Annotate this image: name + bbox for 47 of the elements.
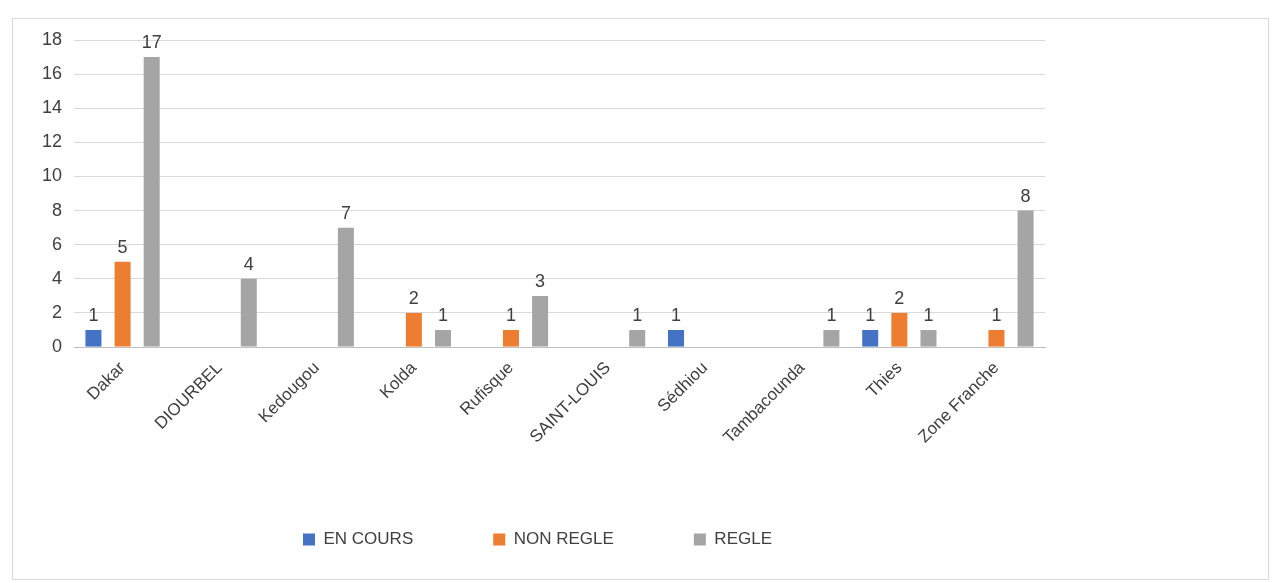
bar <box>920 330 937 347</box>
bar <box>988 330 1005 347</box>
y-tick-label: 16 <box>41 63 63 84</box>
y-tick-label: 18 <box>41 28 63 49</box>
data-label: 1 <box>437 304 448 325</box>
data-label: 1 <box>991 304 1002 325</box>
y-tick-label: 14 <box>41 97 63 118</box>
data-label: 2 <box>408 287 419 308</box>
bar <box>114 261 131 347</box>
data-label: 1 <box>505 304 516 325</box>
data-label: 7 <box>340 202 351 223</box>
data-label: 5 <box>117 236 128 257</box>
y-tick-label: 12 <box>41 131 63 152</box>
bar <box>434 330 451 347</box>
bar <box>240 278 257 347</box>
data-label: 1 <box>671 304 682 325</box>
data-label: 17 <box>141 32 162 53</box>
y-tick-label: 6 <box>52 233 63 254</box>
bar <box>823 330 840 347</box>
y-tick-label: 4 <box>52 267 63 288</box>
bar <box>143 57 160 347</box>
bar <box>891 312 908 347</box>
data-label: 3 <box>535 270 546 291</box>
bar <box>405 312 422 347</box>
bar <box>502 330 519 347</box>
y-tick-label: 8 <box>52 199 63 220</box>
legend-label: EN COURS <box>323 529 414 549</box>
data-label: 1 <box>923 304 934 325</box>
y-tick-label: 2 <box>52 301 63 322</box>
bar <box>337 227 354 347</box>
bar <box>1017 210 1034 347</box>
bar <box>532 295 549 347</box>
bar <box>629 330 646 347</box>
bar <box>85 330 102 347</box>
bar <box>668 330 685 347</box>
y-tick-label: 0 <box>52 336 63 357</box>
legend-label: REGLE <box>714 529 773 549</box>
bar <box>862 330 879 347</box>
data-label: 1 <box>865 304 876 325</box>
data-label: 1 <box>88 304 99 325</box>
data-label: 2 <box>894 287 905 308</box>
data-label: 1 <box>632 304 643 325</box>
data-label: 8 <box>1020 185 1031 206</box>
data-label: 4 <box>243 253 254 274</box>
data-label: 1 <box>826 304 837 325</box>
y-tick-label: 10 <box>41 165 63 186</box>
legend-label: NON REGLE <box>513 529 614 549</box>
